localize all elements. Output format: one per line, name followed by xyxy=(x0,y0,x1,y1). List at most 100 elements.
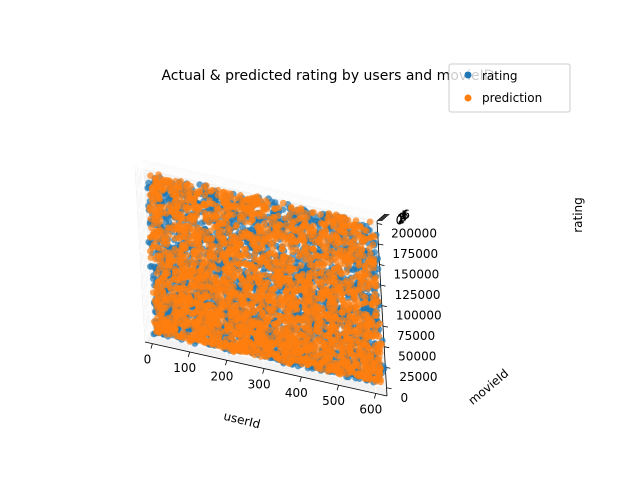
data-point-prediction xyxy=(261,337,268,344)
data-point-prediction xyxy=(220,236,227,243)
data-point-prediction xyxy=(202,212,209,219)
data-point-prediction xyxy=(331,314,338,321)
data-point-prediction xyxy=(236,268,243,275)
data-point-prediction xyxy=(252,251,259,258)
data-point-prediction xyxy=(273,304,280,311)
data-point-prediction xyxy=(256,274,263,281)
data-point-prediction xyxy=(155,296,162,303)
data-point-prediction xyxy=(191,248,198,255)
data-point-prediction xyxy=(362,264,369,271)
data-point-prediction xyxy=(318,294,325,301)
data-point-prediction xyxy=(287,212,294,219)
data-point-prediction xyxy=(197,267,204,274)
x-tick-mark xyxy=(151,344,153,349)
data-point-prediction xyxy=(172,272,179,279)
data-point-prediction xyxy=(319,320,326,327)
data-points xyxy=(144,171,387,385)
data-point-prediction xyxy=(289,249,296,256)
data-point-prediction xyxy=(367,219,374,226)
data-point-prediction xyxy=(319,266,326,273)
data-point-rating xyxy=(272,199,279,206)
data-point-prediction xyxy=(172,266,179,273)
data-point-prediction xyxy=(352,235,359,242)
data-point-prediction xyxy=(187,213,194,220)
data-point-prediction xyxy=(357,252,364,259)
data-point-prediction xyxy=(265,226,272,233)
data-point-prediction xyxy=(243,262,250,269)
data-point-prediction xyxy=(319,253,326,260)
x-tick-mark xyxy=(300,377,302,382)
y-tick-mark xyxy=(378,244,383,245)
data-point-prediction xyxy=(370,294,377,301)
data-point-prediction xyxy=(171,304,178,311)
data-point-prediction xyxy=(292,239,299,246)
data-point-prediction xyxy=(194,212,201,219)
data-point-prediction xyxy=(333,242,340,249)
data-point-prediction xyxy=(343,269,350,276)
data-point-prediction xyxy=(321,222,328,229)
data-point-prediction xyxy=(268,273,275,280)
data-point-prediction xyxy=(179,332,186,339)
data-point-prediction xyxy=(363,228,370,235)
x-tick-mark xyxy=(374,394,376,399)
data-point-prediction xyxy=(346,289,353,296)
data-point-prediction xyxy=(375,349,382,356)
data-point-prediction xyxy=(171,192,178,199)
data-point-prediction xyxy=(356,286,363,293)
data-point-prediction xyxy=(369,259,376,266)
data-point-prediction xyxy=(371,234,378,241)
data-point-prediction xyxy=(210,263,217,270)
x-tick-mark xyxy=(225,360,227,365)
data-point-prediction xyxy=(324,215,331,222)
data-point-prediction xyxy=(293,357,300,364)
data-point-prediction xyxy=(218,305,225,312)
data-point-prediction xyxy=(206,282,213,289)
data-point-prediction xyxy=(298,262,305,269)
data-point-prediction xyxy=(292,331,299,338)
data-point-prediction xyxy=(208,237,215,244)
data-point-prediction xyxy=(215,322,222,329)
data-point-prediction xyxy=(178,192,185,199)
data-point-prediction xyxy=(329,248,336,255)
data-point-prediction xyxy=(191,219,198,226)
data-point-prediction xyxy=(224,190,231,197)
data-point-prediction xyxy=(364,348,371,355)
data-point-prediction xyxy=(326,279,333,286)
data-point-prediction xyxy=(317,211,324,218)
data-point-prediction xyxy=(338,360,345,367)
data-point-prediction xyxy=(161,204,168,211)
data-point-prediction xyxy=(331,219,338,226)
data-point-prediction xyxy=(376,366,383,373)
data-point-prediction xyxy=(233,222,240,229)
x-tick-mark xyxy=(337,385,339,390)
data-point-prediction xyxy=(365,285,372,292)
data-point-prediction xyxy=(236,261,243,268)
data-point-prediction xyxy=(341,300,348,307)
y-tick-mark xyxy=(382,306,387,307)
data-point-prediction xyxy=(219,286,226,293)
data-point-prediction xyxy=(375,357,382,364)
y-tick-mark xyxy=(381,285,386,286)
data-point-prediction xyxy=(308,210,315,217)
y-tick-mark xyxy=(387,388,392,389)
data-point-prediction xyxy=(160,176,167,183)
data-point-prediction xyxy=(356,260,363,267)
data-point-prediction xyxy=(215,187,222,194)
data-point-prediction xyxy=(325,365,332,372)
data-point-prediction xyxy=(305,321,312,328)
data-point-prediction xyxy=(231,254,238,261)
data-point-prediction xyxy=(201,336,208,343)
data-point-prediction xyxy=(190,283,197,290)
data-point-prediction xyxy=(203,182,210,189)
data-point-prediction xyxy=(264,317,271,324)
data-point-prediction xyxy=(370,241,377,248)
data-point-prediction xyxy=(296,216,303,223)
data-point-prediction xyxy=(147,248,154,255)
data-point-prediction xyxy=(168,286,175,293)
data-point-prediction xyxy=(226,272,233,279)
data-point-prediction xyxy=(350,343,357,350)
data-point-prediction xyxy=(274,261,281,268)
data-point-prediction xyxy=(290,220,297,227)
data-point-prediction xyxy=(225,225,232,232)
